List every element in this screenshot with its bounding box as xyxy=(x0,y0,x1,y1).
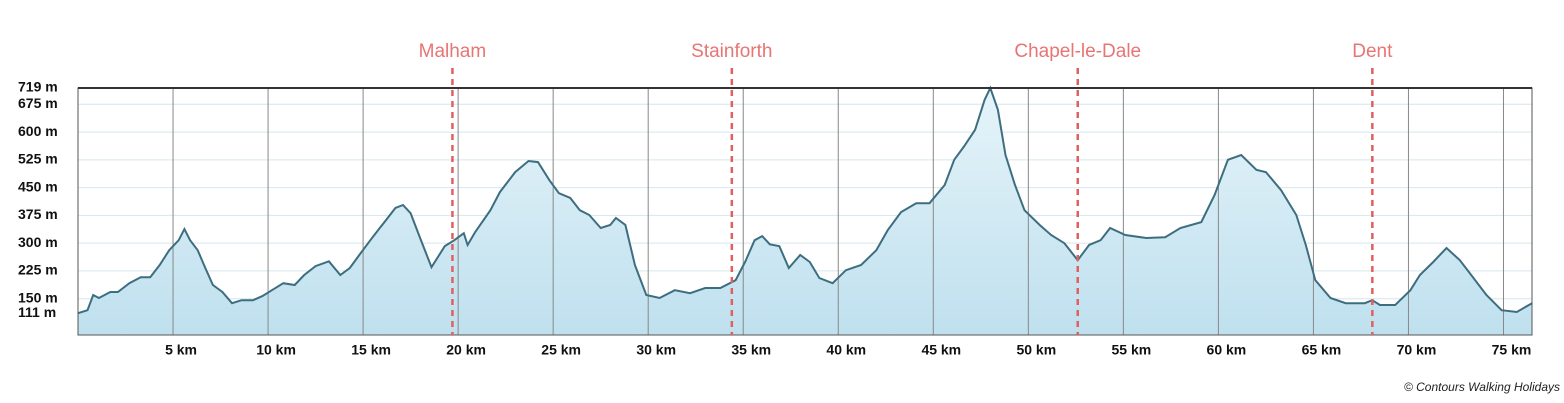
x-tick-label: 5 km xyxy=(165,342,197,358)
x-tick-label: 45 km xyxy=(921,342,961,358)
x-tick-label: 55 km xyxy=(1112,342,1152,358)
marker-label: Dent xyxy=(1352,41,1393,62)
x-tick-label: 75 km xyxy=(1492,342,1532,358)
y-tick-label: 675 m xyxy=(18,95,58,111)
y-tick-label: 111 m xyxy=(18,304,56,320)
credit: © Contours Walking Holidays xyxy=(1404,380,1560,394)
x-tick-label: 10 km xyxy=(256,342,296,358)
x-tick-label: 20 km xyxy=(446,342,486,358)
y-tick-label: 719 m xyxy=(18,79,58,95)
x-tick-label: 65 km xyxy=(1302,342,1342,358)
area-fill xyxy=(78,88,1532,335)
y-tick-label: 300 m xyxy=(18,234,58,250)
x-tick-label: 25 km xyxy=(541,342,581,358)
y-tick-label: 225 m xyxy=(18,262,58,278)
x-tick-label: 30 km xyxy=(636,342,676,358)
y-tick-label: 600 m xyxy=(18,123,58,139)
y-tick-label: 450 m xyxy=(18,178,58,194)
y-tick-label: 375 m xyxy=(18,206,58,222)
x-tick-label: 15 km xyxy=(351,342,391,358)
y-tick-label: 525 m xyxy=(18,151,58,167)
x-tick-label: 50 km xyxy=(1016,342,1056,358)
y-tick-label: 150 m xyxy=(18,289,58,305)
marker-label: Stainforth xyxy=(691,41,772,62)
x-tick-label: 40 km xyxy=(826,342,866,358)
x-tick-label: 35 km xyxy=(731,342,771,358)
marker-label: Chapel-le-Dale xyxy=(1014,41,1141,62)
x-tick-label: 60 km xyxy=(1207,342,1247,358)
elevation-line xyxy=(77,85,1533,315)
marker-label: Malham xyxy=(419,41,487,62)
x-tick-label: 70 km xyxy=(1397,342,1437,358)
